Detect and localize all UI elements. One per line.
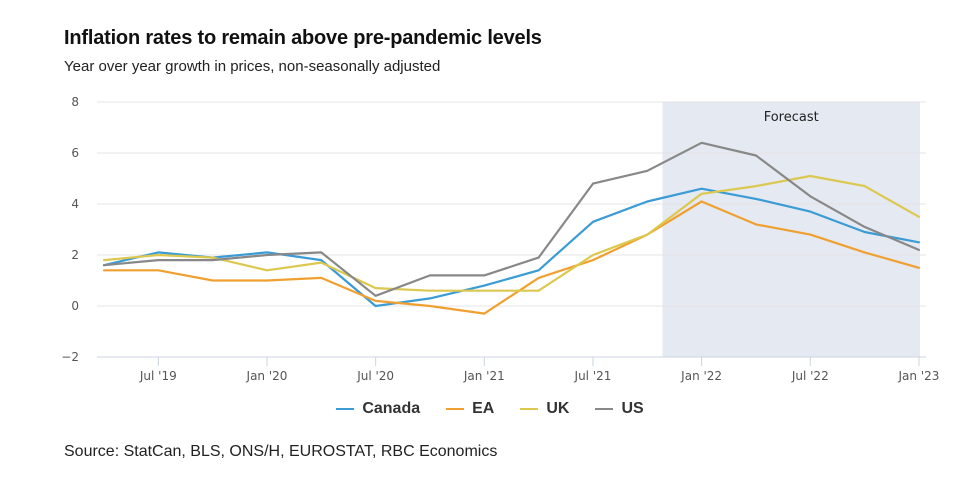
legend-label: UK (546, 400, 570, 417)
x-tick-label: Jul '20 (356, 369, 394, 383)
series-lines (102, 141, 921, 315)
line-chart: Forecast −2 0 2 4 6 8 Jul '19 Jan '20 Jul '20 Ja… (61, 95, 940, 383)
x-tick-label: Jan '20 (246, 369, 288, 383)
legend-swatch (595, 408, 614, 410)
legend-swatch (446, 408, 465, 410)
x-tick-label: Jul '21 (574, 369, 612, 383)
legend-swatch (336, 408, 355, 410)
legend: Canada EA UK US (0, 400, 980, 418)
forecast-band-layer: Forecast (662, 102, 920, 357)
y-tick-label: 2 (71, 248, 79, 262)
y-tick-label: 4 (71, 197, 79, 211)
y-tick-label: −2 (61, 350, 79, 364)
chart-subtitle: Year over year growth in prices, non-sea… (64, 58, 441, 75)
chart-title: Inflation rates to remain above pre-pand… (64, 27, 542, 49)
source-note: Source: StatCan, BLS, ONS/H, EUROSTAT, R… (64, 443, 498, 460)
gridlines: −2 0 2 4 6 8 (61, 95, 926, 364)
y-tick-label: 0 (71, 299, 79, 313)
legend-item-uk[interactable]: UK (520, 400, 569, 418)
series-line-uk (102, 174, 921, 292)
series-line-canada (102, 187, 921, 308)
forecast-label: Forecast (764, 110, 819, 125)
x-tick-label: Jan '22 (680, 369, 722, 383)
legend-item-canada[interactable]: Canada (336, 400, 420, 418)
legend-item-ea[interactable]: EA (446, 400, 494, 418)
legend-label: EA (472, 400, 495, 417)
forecast-band (662, 102, 920, 357)
x-tick-label: Jan '23 (898, 369, 940, 383)
axes: Jul '19 Jan '20 Jul '20 Jan '21 Jul '21 Jan '… (139, 357, 940, 383)
y-tick-label: 8 (71, 95, 79, 109)
x-tick-label: Jul '22 (791, 369, 829, 383)
x-tick-label: Jan '21 (463, 369, 505, 383)
series-line-ea (102, 200, 921, 315)
legend-swatch (520, 408, 539, 410)
x-tick-label: Jul '19 (139, 369, 177, 383)
series-line-us (102, 141, 921, 297)
legend-item-us[interactable]: US (595, 400, 644, 418)
legend-label: Canada (362, 400, 421, 417)
y-tick-label: 6 (71, 146, 79, 160)
legend-label: US (621, 400, 644, 417)
